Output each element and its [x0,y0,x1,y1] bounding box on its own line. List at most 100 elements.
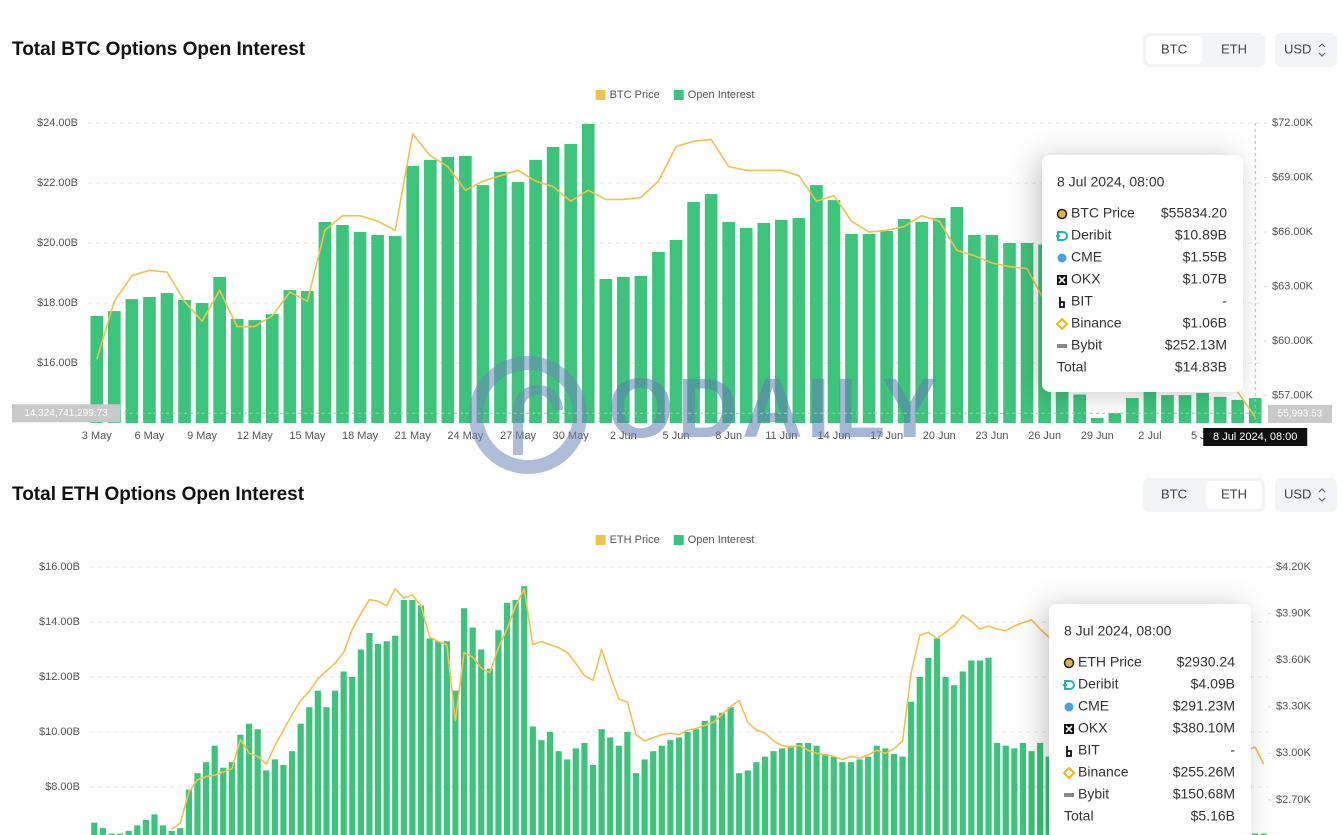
x-tick-label: 15 May [289,430,326,442]
bar [288,751,296,835]
bar [1003,243,1016,423]
bar [494,171,507,423]
bar [441,156,455,423]
bar [667,740,674,835]
bar [736,773,743,835]
toggle-button[interactable] [1206,36,1262,64]
currency-select[interactable] [1275,478,1337,512]
legend-label: BTC Price [610,89,660,101]
legend-swatch [595,535,606,545]
tooltip-name: Deribit [1071,227,1112,243]
x-tick-label: 23 Jun [975,430,1008,442]
bar [822,753,829,835]
toggle-button[interactable] [1206,481,1262,509]
bar [400,599,407,835]
bar [1002,745,1009,835]
bar [1037,742,1044,835]
bar [357,649,364,835]
bar [589,764,597,835]
bar [353,231,367,423]
tooltip-name: OKX [1078,720,1108,736]
legend-label: Open Interest [688,534,755,546]
tooltip-value: $252.13M [1165,337,1227,353]
icon [1055,317,1069,331]
bar [684,731,691,835]
bar [813,745,820,835]
bar [704,194,718,423]
toggle-button[interactable] [1146,36,1202,64]
legend: BTC Price Open Interest [595,89,754,101]
y2-tick-label: $60.00K [1272,335,1314,347]
bar [581,123,595,424]
legend: ETH Price Open Interest [595,534,755,546]
x-tick-label: 29 Jun [1081,430,1114,442]
bar [160,293,174,423]
tooltip-value: $5.16B [1191,808,1235,824]
tooltip-name: CME [1078,698,1109,714]
bar [882,748,889,835]
bar [306,707,313,835]
tooltip-name: Binance [1078,764,1129,780]
crosshair-y-label: 14,324,741,299.73 [24,408,108,419]
x-tick-label: 14 Jun [817,430,850,442]
tooltip-value: $55834.20 [1161,205,1227,221]
bar [546,731,554,835]
bar [985,657,992,835]
y-tick-label: $16.00B [39,561,80,573]
bar [687,201,700,423]
tooltip-value: $1.55B [1183,249,1227,265]
bar [572,748,579,835]
y2-tick-label: $57.00K [1272,390,1314,402]
bar [718,712,726,835]
tooltip-box [1049,604,1251,835]
bar [634,276,648,423]
toggle-button[interactable] [1146,481,1202,509]
bar [336,225,349,423]
bar [1161,395,1174,423]
bar [301,291,314,423]
x-tick-label: 9 May [187,430,217,442]
bar [890,753,898,835]
legend-swatch [673,90,684,100]
tooltip-name: ETH Price [1078,654,1142,670]
bar [564,144,578,423]
bar [675,737,683,835]
watermark-logo [469,356,587,474]
currency-select[interactable] [1275,33,1337,67]
y2-tick-label: $66.00K [1272,226,1314,238]
crosshair-y2-box [1268,405,1332,424]
bar [374,643,382,835]
bar [349,676,356,835]
bar [739,228,753,423]
bar [1178,395,1192,423]
bar [271,759,278,835]
y-tick-label: $12.00B [39,671,80,683]
crosshair-y2-label: 55,993.53 [1278,409,1323,420]
currency-label: USD [1284,41,1311,56]
bar [228,762,235,835]
bar [722,222,735,423]
bar [1126,398,1139,423]
bar [774,219,788,423]
y2-tick-label: $63.00K [1272,281,1314,293]
bar [90,315,104,423]
bar [862,234,876,423]
bar [486,668,493,835]
x-tick-label: 6 May [134,430,164,442]
bar [108,833,115,835]
bar [99,828,106,835]
crosshair-y-box [12,404,120,423]
y-tick-label: $8.00B [45,781,80,793]
y-tick-label: $16.00B [37,357,78,369]
tooltip-name: BIT [1078,742,1100,758]
bar [159,825,167,835]
bar [985,234,999,423]
bar [511,182,525,423]
y-tick-label: $20.00B [37,237,78,249]
bar [1260,833,1267,835]
tooltip-name: CME [1071,249,1102,265]
y-tick-label: $24.00B [37,117,78,129]
bar [710,715,717,835]
bar [761,756,769,835]
bar [950,207,964,423]
